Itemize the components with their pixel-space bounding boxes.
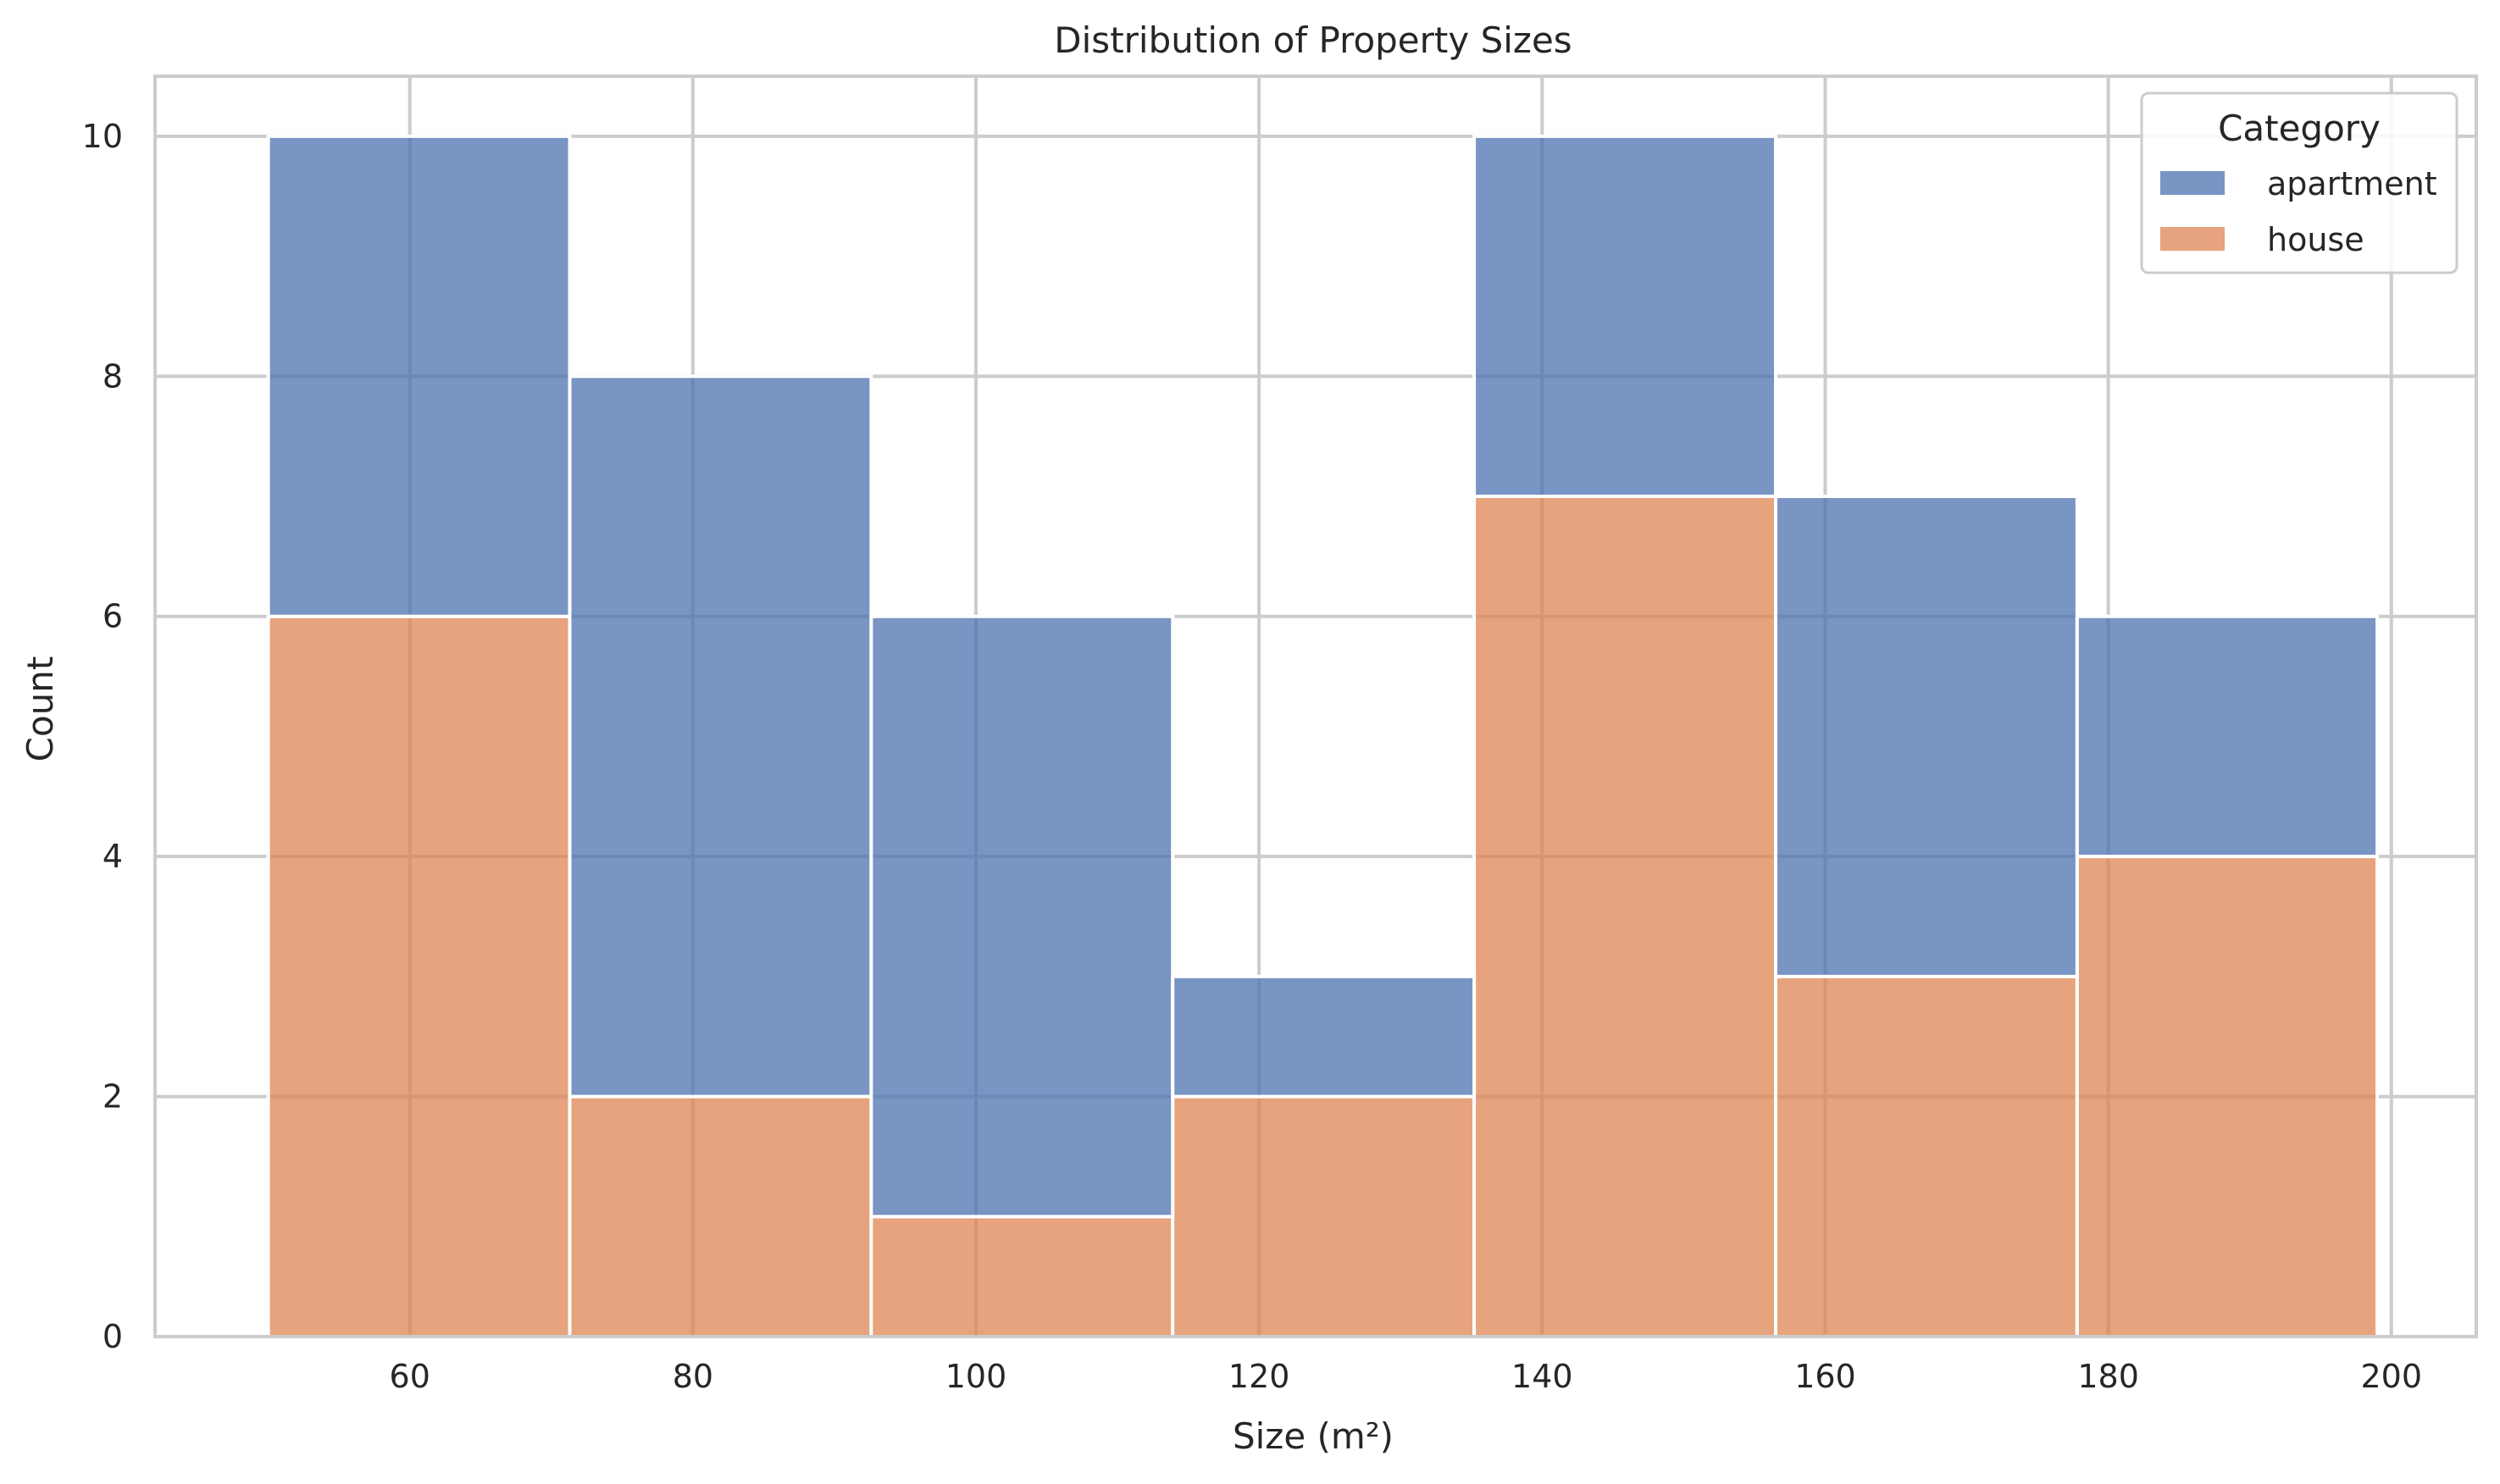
- bar-house: [2075, 855, 2380, 1338]
- y-tick-label: 6: [103, 598, 123, 635]
- y-tick-label: 10: [82, 118, 123, 155]
- bar-apartment: [2075, 614, 2380, 859]
- bar-house: [1472, 495, 1777, 1338]
- bar-house: [266, 614, 572, 1338]
- bar-apartment: [1773, 495, 2079, 978]
- bar-apartment: [1472, 134, 1777, 498]
- x-tick-label: 140: [1511, 1358, 1573, 1395]
- y-tick-label: 8: [103, 357, 123, 395]
- tick-labels-layer: 60 80 100 120 140 160 180 200 0 2 4 6 8 10: [82, 118, 2422, 1395]
- chart-title: Distribution of Property Sizes: [1054, 19, 1572, 61]
- bar-apartment: [1171, 974, 1477, 1099]
- axes-frame: [153, 75, 2478, 1338]
- y-tick-label: 4: [103, 838, 123, 875]
- x-tick-label: 200: [2360, 1358, 2422, 1395]
- legend-label-apartment: apartment: [2267, 165, 2437, 202]
- y-axis-title: Count: [19, 656, 61, 762]
- bar-house: [869, 1215, 1175, 1339]
- legend-title: Category: [2218, 108, 2381, 149]
- x-tick-label: 120: [1228, 1358, 1290, 1395]
- legend-swatch-apartment: [2160, 171, 2225, 195]
- bar-apartment: [266, 134, 572, 618]
- axes-frame-layer: [153, 75, 2478, 1338]
- bar-house: [568, 1094, 873, 1338]
- x-tick-label: 180: [2077, 1358, 2139, 1395]
- bar-apartment: [869, 614, 1175, 1219]
- x-axis-title: Size (m²): [1233, 1415, 1394, 1457]
- legend: Category apartment house: [2140, 91, 2458, 274]
- bar-house: [1171, 1094, 1477, 1338]
- x-tick-label: 160: [1794, 1358, 1856, 1395]
- bar-apartment: [568, 374, 873, 1099]
- legend-swatch-house: [2160, 227, 2225, 251]
- bars-layer: [266, 134, 2380, 1339]
- bar-house: [1773, 974, 2079, 1339]
- x-tick-label: 80: [673, 1358, 713, 1395]
- legend-label-house: house: [2267, 221, 2364, 258]
- y-tick-label: 0: [103, 1318, 123, 1355]
- y-tick-label: 2: [103, 1078, 123, 1116]
- x-tick-label: 100: [945, 1358, 1007, 1395]
- x-tick-label: 60: [390, 1358, 430, 1395]
